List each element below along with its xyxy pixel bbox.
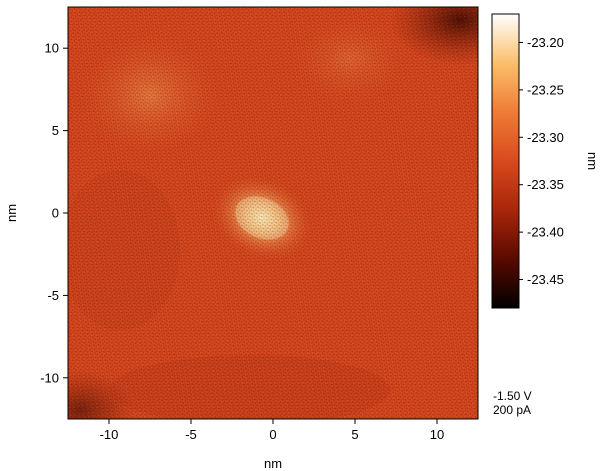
tunneling-current: 200 pA (493, 403, 532, 417)
x-tick-label: 10 (430, 427, 444, 442)
y-tick-label: -10 (40, 370, 59, 385)
scan-parameters: -1.50 V 200 pA (493, 389, 532, 417)
colorbar-tick-label: -23.25 (527, 82, 564, 97)
colorbar-tick-label: -23.45 (527, 272, 564, 287)
colorbar-label: nm (585, 152, 600, 170)
x-axis-label: nm (264, 456, 282, 471)
y-axis: -10 -5 0 5 10 (40, 41, 68, 385)
y-tick-label: -5 (47, 288, 59, 303)
colorbar (491, 13, 520, 309)
y-tick-label: 5 (52, 123, 59, 138)
x-tick-label: 0 (269, 427, 276, 442)
x-tick-label: -10 (100, 427, 119, 442)
y-axis-label: nm (4, 204, 19, 222)
y-tick-label: 0 (52, 206, 59, 221)
bias-voltage: -1.50 V (493, 389, 532, 403)
colorbar-tick-label: -23.35 (527, 177, 564, 192)
colorbar-tick-label: -23.30 (527, 130, 564, 145)
x-tick-label: 5 (351, 427, 358, 442)
topography-image (68, 7, 478, 419)
x-axis: -10 -5 0 5 10 (100, 419, 444, 442)
colorbar-tick-label: -23.40 (527, 225, 564, 240)
x-tick-label: -5 (185, 427, 197, 442)
colorbar-tick-label: -23.20 (527, 35, 564, 50)
y-tick-label: 10 (45, 41, 59, 56)
colorbar-ticks: -23.20 -23.25 -23.30 -23.35 -23.40 -23.45 (519, 35, 564, 287)
